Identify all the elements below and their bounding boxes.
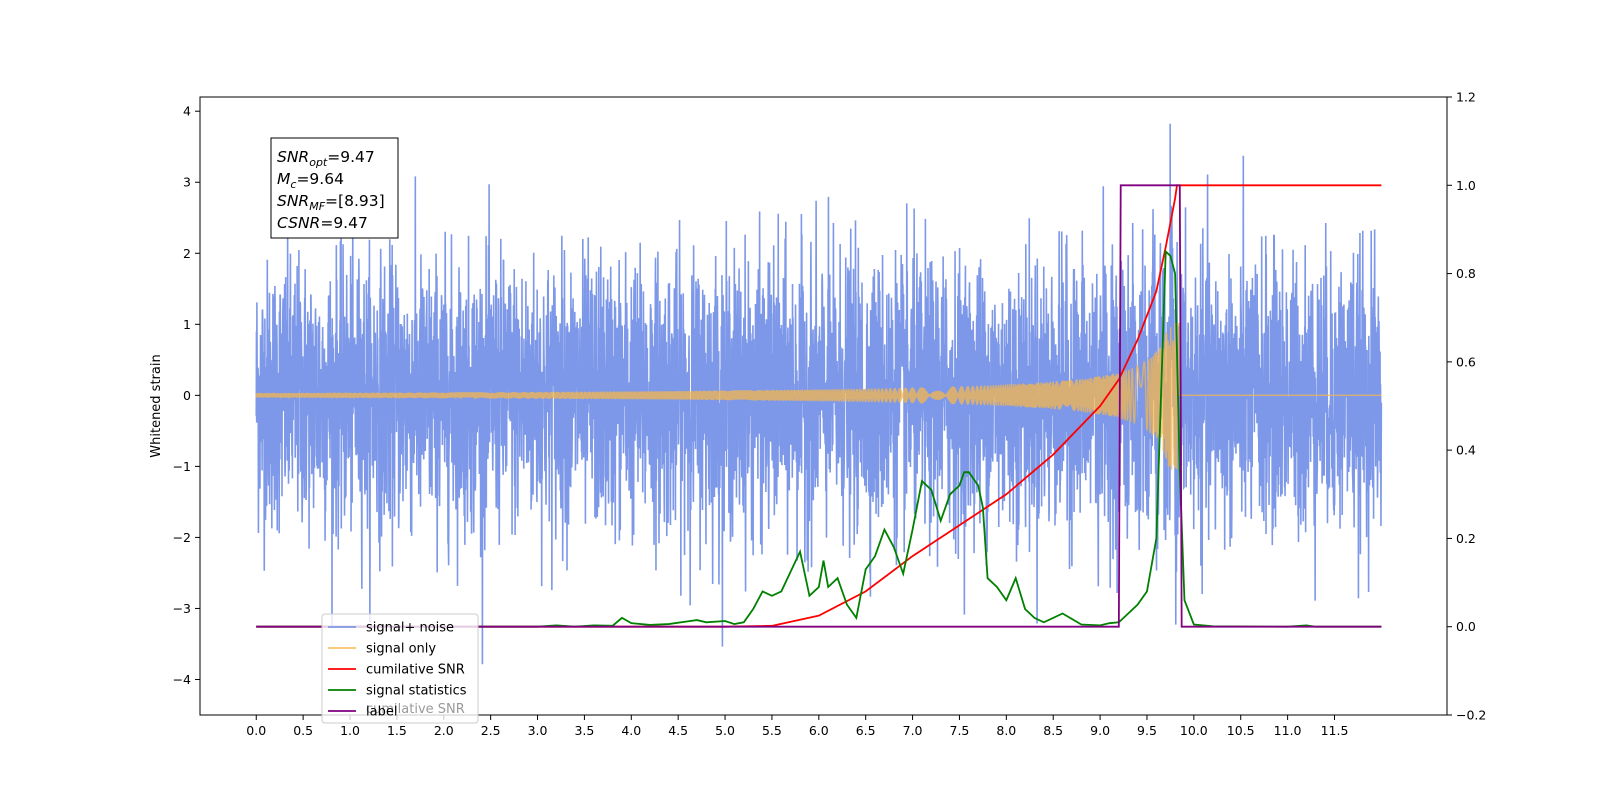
legend-item-label: label xyxy=(328,705,397,720)
legend: cumilative SNR cumilative SNR signal+ nois… xyxy=(321,613,479,724)
x-tick-label: 8.5 xyxy=(1043,723,1063,738)
x-tick-label: 4.5 xyxy=(668,723,688,738)
y-axis-label: Whitened strain xyxy=(149,354,164,457)
x-tick-label: 3.5 xyxy=(574,723,594,738)
plot-series xyxy=(255,123,1383,665)
y-right-tick-label: 0.6 xyxy=(1456,354,1476,369)
y-right-tick-label: 0.8 xyxy=(1456,266,1476,281)
y-right-tick-label: −0.2 xyxy=(1456,708,1486,723)
legend-label: cumilative SNR xyxy=(366,663,465,678)
x-tick-label: 0.0 xyxy=(246,723,266,738)
annotation-line: SNRopt=9.47 xyxy=(277,148,375,169)
x-tick-label: 1.5 xyxy=(387,723,407,738)
y-right-tick-label: 1.2 xyxy=(1456,90,1476,105)
x-tick-label: 4.0 xyxy=(621,723,641,738)
x-tick-label: 10.5 xyxy=(1227,723,1255,738)
y-right-tick-label: 0.2 xyxy=(1456,531,1476,546)
annotation-box-frame xyxy=(270,137,399,239)
series-signal-noise-line xyxy=(255,123,1383,665)
y-left-tick-label: −2 xyxy=(173,530,191,545)
series-label-line xyxy=(256,184,1382,628)
x-tick-label: 9.5 xyxy=(1137,723,1157,738)
series-cumulative-snr-line xyxy=(256,184,1382,628)
legend-ghost-text-overlay: cumilative SNR xyxy=(366,702,465,717)
legend-item-signal-noise: signal+ noise xyxy=(328,621,454,636)
x-tick-label: 6.5 xyxy=(856,723,876,738)
legend-label: signal statistics xyxy=(366,684,467,699)
x-tick-label: 9.0 xyxy=(1090,723,1110,738)
x-tick-label: 11.5 xyxy=(1321,723,1349,738)
x-tick-label: 2.5 xyxy=(481,723,501,738)
legend-frame xyxy=(321,613,479,724)
x-tick-label: 10.0 xyxy=(1180,723,1208,738)
x-tick-label: 2.0 xyxy=(434,723,454,738)
x-tick-label: 5.0 xyxy=(715,723,735,738)
legend-item-cumulative-snr: cumilative SNR xyxy=(328,663,465,678)
y-right-tick-label: 0.4 xyxy=(1456,443,1476,458)
x-tick-label: 7.5 xyxy=(950,723,970,738)
y-left-tick-label: −3 xyxy=(173,601,191,616)
y-left-tick-label: 0 xyxy=(183,388,191,403)
y-left-tick-label: 2 xyxy=(183,246,191,261)
y-right-tick-label: 0.0 xyxy=(1456,619,1476,634)
axis-ticks: 0.0 0.5 1.0 1.5 2.0 2.5 3.0 3.5 4.0 4.5 5.0 5.5 6.0 6… xyxy=(173,90,1487,739)
x-tick-label: 7.0 xyxy=(903,723,923,738)
legend-label: signal only xyxy=(366,642,436,657)
y-left-tick-label: 1 xyxy=(183,317,191,332)
x-tick-label: 11.0 xyxy=(1274,723,1302,738)
x-tick-label: 1.0 xyxy=(340,723,360,738)
x-tick-label: 3.0 xyxy=(528,723,548,738)
annotation-line: SNRMF=[8.93] xyxy=(277,192,385,213)
legend-item-signal-only: signal only xyxy=(328,642,436,657)
legend-label: label xyxy=(366,705,397,720)
legend-label: signal+ noise xyxy=(366,621,454,636)
series-signal-only-line xyxy=(255,322,1382,470)
x-tick-label: 5.5 xyxy=(762,723,782,738)
y-left-tick-label: −1 xyxy=(173,459,191,474)
y-right-tick-label: 1.0 xyxy=(1456,178,1476,193)
y-left-tick-label: 4 xyxy=(183,104,191,119)
y-left-tick-label: 3 xyxy=(183,175,191,190)
annotation-line: Mc=9.64 xyxy=(277,170,344,191)
legend-item-signal-statistics: signal statistics xyxy=(328,684,467,699)
annotation-line: CSNR=9.47 xyxy=(277,214,368,232)
x-tick-label: 6.0 xyxy=(809,723,829,738)
x-tick-label: 8.0 xyxy=(996,723,1016,738)
axes-frame xyxy=(199,96,1448,716)
series-signal-statistics-line xyxy=(256,249,1382,628)
y-left-tick-label: −4 xyxy=(173,672,191,687)
x-tick-label: 0.5 xyxy=(293,723,313,738)
